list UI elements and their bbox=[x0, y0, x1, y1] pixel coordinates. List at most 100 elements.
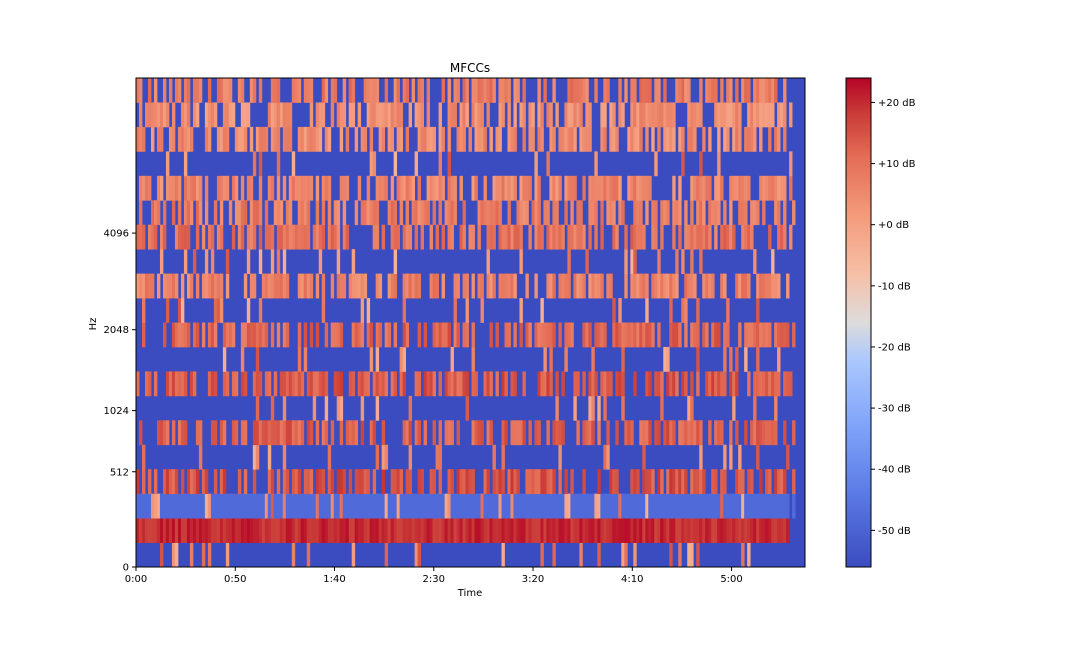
heatmap-cell bbox=[456, 78, 460, 103]
heatmap-cell bbox=[648, 322, 652, 348]
heatmap-cell bbox=[762, 175, 766, 201]
heatmap-cell bbox=[615, 469, 619, 495]
heatmap-cell bbox=[171, 420, 176, 446]
heatmap-cell bbox=[603, 493, 607, 519]
heatmap-cell bbox=[720, 224, 724, 250]
heatmap-cell bbox=[258, 371, 263, 397]
heatmap-cell bbox=[615, 420, 619, 446]
heatmap-cell bbox=[189, 126, 194, 152]
heatmap-cell bbox=[747, 224, 751, 250]
heatmap-cell bbox=[195, 200, 200, 226]
heatmap-cell bbox=[513, 371, 517, 397]
heatmap-cell bbox=[195, 493, 200, 519]
heatmap-cell bbox=[207, 126, 212, 152]
heatmap-cell bbox=[666, 371, 670, 397]
heatmap-cell bbox=[678, 469, 682, 495]
heatmap-cell bbox=[282, 371, 287, 397]
heatmap-cell bbox=[690, 371, 694, 397]
heatmap-cell bbox=[378, 322, 383, 348]
heatmap-cell bbox=[357, 493, 362, 519]
heatmap-cell bbox=[231, 493, 236, 519]
heatmap-cell bbox=[420, 493, 424, 519]
heatmap-cell bbox=[210, 371, 215, 397]
heatmap-cell bbox=[513, 224, 517, 250]
heatmap-cell bbox=[201, 224, 206, 250]
heatmap-cell bbox=[465, 78, 469, 103]
heatmap-cell bbox=[171, 200, 176, 226]
heatmap-cell bbox=[279, 273, 284, 299]
heatmap-cell bbox=[249, 493, 254, 519]
heatmap-cell bbox=[357, 469, 362, 495]
heatmap-cell bbox=[402, 346, 407, 372]
heatmap-cell bbox=[231, 224, 236, 250]
heatmap-cell bbox=[489, 322, 493, 348]
heatmap-cell bbox=[714, 469, 718, 495]
heatmap-cell bbox=[345, 224, 350, 250]
heatmap-cell bbox=[705, 518, 709, 543]
heatmap-cell bbox=[297, 78, 302, 103]
heatmap-cell bbox=[354, 322, 359, 348]
heatmap-cell bbox=[666, 346, 670, 372]
heatmap-cell bbox=[360, 469, 365, 495]
heatmap-cell bbox=[567, 224, 571, 250]
heatmap-cell bbox=[207, 518, 212, 543]
heatmap-cell bbox=[210, 224, 215, 250]
heatmap-cell bbox=[597, 518, 601, 543]
heatmap-cell bbox=[354, 493, 359, 519]
heatmap-cell bbox=[375, 200, 380, 226]
heatmap-cell bbox=[387, 493, 392, 519]
heatmap-cell bbox=[618, 322, 622, 348]
heatmap-cell bbox=[756, 420, 760, 446]
heatmap-cell bbox=[717, 200, 721, 226]
heatmap-cell bbox=[360, 322, 365, 348]
heatmap-cell bbox=[387, 126, 392, 152]
heatmap-cell bbox=[186, 175, 191, 201]
heatmap-cell bbox=[771, 371, 775, 397]
heatmap-cell bbox=[567, 322, 571, 348]
heatmap-cell bbox=[495, 322, 499, 348]
heatmap-cell bbox=[489, 273, 493, 299]
heatmap-cell bbox=[495, 493, 499, 519]
heatmap-cell bbox=[684, 78, 688, 103]
heatmap-cell bbox=[435, 273, 439, 299]
heatmap-cell bbox=[501, 469, 505, 495]
heatmap-cell bbox=[270, 175, 275, 201]
heatmap-cell bbox=[522, 371, 526, 397]
heatmap-cell bbox=[528, 126, 532, 152]
heatmap-cell bbox=[600, 322, 604, 348]
heatmap-cell bbox=[666, 518, 670, 543]
heatmap-cell bbox=[744, 420, 748, 446]
heatmap-cell bbox=[144, 175, 149, 201]
heatmap-cell bbox=[708, 518, 712, 543]
heatmap-cell bbox=[639, 175, 643, 201]
heatmap-cell bbox=[459, 175, 463, 201]
heatmap-cell bbox=[747, 371, 751, 397]
heatmap-cell bbox=[450, 420, 454, 446]
heatmap-cell bbox=[486, 273, 490, 299]
heatmap-cell bbox=[552, 126, 556, 152]
heatmap-cell bbox=[594, 518, 598, 543]
heatmap-cell bbox=[522, 175, 526, 201]
heatmap-cell bbox=[750, 420, 754, 446]
heatmap-cell bbox=[654, 200, 658, 226]
heatmap-cell bbox=[594, 371, 598, 397]
heatmap-cell bbox=[231, 371, 236, 397]
heatmap-cell bbox=[198, 420, 203, 446]
heatmap-cell bbox=[756, 78, 760, 103]
heatmap-cell bbox=[162, 200, 167, 226]
heatmap-cell bbox=[363, 469, 368, 495]
heatmap-cell bbox=[687, 518, 691, 543]
heatmap-cell bbox=[258, 200, 263, 226]
heatmap-cell bbox=[288, 224, 293, 250]
heatmap-cell bbox=[507, 273, 511, 299]
heatmap-cell bbox=[573, 126, 577, 152]
heatmap-cell bbox=[612, 224, 616, 250]
heatmap-cell bbox=[747, 469, 751, 495]
heatmap-cell bbox=[684, 371, 688, 397]
heatmap-cell bbox=[672, 469, 676, 495]
heatmap-cell bbox=[429, 371, 433, 397]
heatmap-cell bbox=[327, 469, 332, 495]
heatmap-cell bbox=[567, 518, 571, 543]
heatmap-cell bbox=[147, 493, 152, 519]
heatmap-cell bbox=[372, 420, 377, 446]
